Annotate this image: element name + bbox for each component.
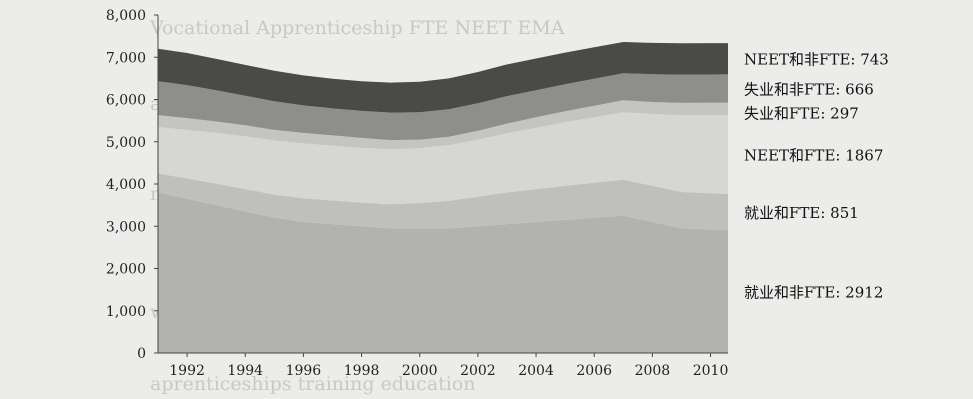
series-label: 就业和FTE: 851 [744,204,859,222]
y-tick-label: 6,000 [106,93,146,109]
x-tick-label: 2010 [693,363,729,379]
y-tick-label: 8,000 [106,8,146,24]
area-series-4 [158,100,728,150]
series-label: 失业和非FTE: 666 [744,81,874,99]
area-series-2 [158,173,728,230]
area-series-5 [158,73,728,141]
area-series-3 [158,112,728,205]
series-label: 失业和FTE: 297 [744,105,859,123]
x-tick-label: 2006 [576,363,612,379]
svg-text:Vocational Apprenticeship FTE: Vocational Apprenticeship FTE NEET EMA [149,17,565,39]
series-labels: NEET和非FTE: 743 失业和非FTE: 666 失业和FTE: 297 NEE… [744,51,889,302]
y-tick-label: 0 [137,346,146,362]
x-tick-label: 2008 [635,363,671,379]
y-tick-label: 7,000 [106,50,146,66]
y-tick-label: 4,000 [106,177,146,193]
y-tick-label: 5,000 [106,135,146,151]
x-tick-label: 1998 [344,363,380,379]
y-tick-label: 3,000 [106,219,146,235]
area-series-6 [158,42,728,113]
x-tick-label: 1992 [169,363,205,379]
y-tick-label: 1,000 [106,304,146,320]
x-tick-label: 2004 [518,363,554,379]
series-label: NEET和FTE: 1867 [744,147,883,165]
y-tick-labels: 0 1,000 2,000 3,000 4,000 5,000 6,000 7,000 8,00… [106,8,158,362]
x-tick-label: 2002 [460,363,496,379]
x-tick-label: 1996 [286,363,322,379]
area-series-1 [158,192,728,353]
x-tick-labels: 1992 1994 1996 1998 2000 2002 2004 2006 2008 2010 [169,353,728,379]
x-tick-label: 1994 [227,363,263,379]
x-tick-label: 2000 [402,363,438,379]
svg-text:aprenticeships training educat: aprenticeships training education [150,373,476,395]
y-tick-label: 2,000 [106,262,146,278]
series-label: NEET和非FTE: 743 [744,51,889,69]
series-label: 就业和非FTE: 2912 [744,283,883,301]
area-series-group [158,42,728,353]
